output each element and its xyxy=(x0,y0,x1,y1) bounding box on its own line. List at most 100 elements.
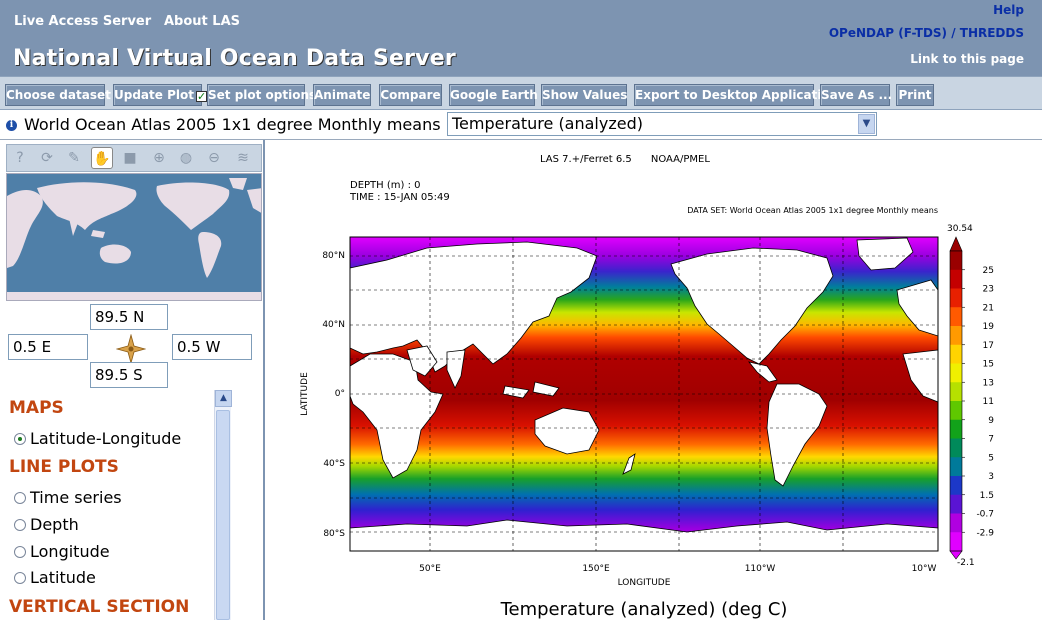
plot-type-latitude[interactable]: Latitude xyxy=(14,568,96,587)
radio-selected-icon[interactable] xyxy=(14,433,26,445)
radio-icon[interactable] xyxy=(14,572,26,584)
colorbar-swatch xyxy=(950,382,962,402)
east-longitude-field[interactable]: 0.5 W xyxy=(172,334,252,360)
radio-icon[interactable] xyxy=(14,492,26,504)
reference-map[interactable] xyxy=(6,173,262,301)
colorbar-max: 30.54 xyxy=(947,224,973,234)
radio-icon[interactable] xyxy=(14,546,26,558)
update-plot-checkbox[interactable]: ✓ xyxy=(195,90,207,103)
time-series-label: Time series xyxy=(30,488,122,507)
compass-icon xyxy=(115,333,147,365)
colorbar-tick-label: 23 xyxy=(983,285,994,295)
zoom-out-icon[interactable]: ⊖ xyxy=(208,150,220,166)
map-frame xyxy=(349,236,939,552)
set-plot-options-button[interactable]: Set plot options xyxy=(207,84,316,106)
show-values-button[interactable]: Show Values xyxy=(541,84,627,106)
radio-icon[interactable] xyxy=(14,519,26,531)
plot-type-latitude-longitude[interactable]: Latitude-Longitude xyxy=(14,429,181,448)
compare-label: Compare xyxy=(380,88,441,102)
print-button[interactable]: Print xyxy=(896,84,934,106)
maps-section-title: MAPS xyxy=(9,398,64,418)
colorbar-swatch xyxy=(950,326,962,346)
zoom-world-icon[interactable]: ◍ xyxy=(179,150,193,166)
colorbar-tick-label: 7 xyxy=(988,435,994,445)
temperature-map-plot: LAS 7.+/Ferret 6.5 NOAA/PMEL DEPTH (m) :… xyxy=(300,154,994,620)
nav-about-las[interactable]: About LAS xyxy=(164,14,241,29)
south-latitude-field[interactable]: 89.5 S xyxy=(90,362,168,388)
colorbar: 25 23 21 19 17 15 13 11 9 7 5 3 1.5 -0.7 -2.9 xyxy=(949,236,994,560)
set-plot-options-label: Set plot options xyxy=(208,88,317,102)
lat-tick: 40°S xyxy=(323,459,345,469)
map-toolbar: ? ⟳ ✎ ✋ ■ ⊕ ◍ ⊖ ≋ xyxy=(6,144,262,172)
x-axis-label: LONGITUDE xyxy=(618,578,671,588)
latitude-label: Latitude xyxy=(30,568,96,587)
google-earth-button[interactable]: Google Earth xyxy=(449,84,538,106)
dataset-name[interactable]: World Ocean Atlas 2005 1x1 degree Monthl… xyxy=(24,115,441,134)
lat-tick: 0° xyxy=(335,389,345,399)
lon-tick: 110°W xyxy=(745,564,776,574)
colorbar-tick-label: 21 xyxy=(983,303,994,313)
header-bar: Live Access Server About LAS National Vi… xyxy=(0,0,1042,76)
update-plot-button[interactable]: Update Plot ✓ xyxy=(113,84,207,106)
colorbar-swatch xyxy=(950,251,962,271)
link-to-page[interactable]: Link to this page xyxy=(910,52,1024,66)
lon-tick: 10°W xyxy=(912,564,937,574)
plot-dataset-label: DATA SET: World Ocean Atlas 2005 1x1 deg… xyxy=(687,206,938,215)
y-axis-label: LATITUDE xyxy=(300,372,310,416)
colorbar-swatch xyxy=(950,513,962,533)
colorbar-swatch xyxy=(950,363,962,383)
nav-live-access-server[interactable]: Live Access Server xyxy=(14,14,152,29)
colorbar-tick-label: 3 xyxy=(988,472,994,482)
save-as-label: Save As ... xyxy=(821,88,893,102)
depth-label: Depth xyxy=(30,515,79,534)
save-as-button[interactable]: Save As ... xyxy=(820,84,893,106)
select-box-icon[interactable]: ■ xyxy=(123,150,137,166)
variable-select[interactable]: Temperature (analyzed) ▼ xyxy=(447,112,877,136)
plot-type-scrollbar[interactable]: ▲ xyxy=(214,390,232,620)
colorbar-swatch xyxy=(950,401,962,421)
lon-tick: 50°E xyxy=(419,564,441,574)
show-values-label: Show Values xyxy=(542,88,628,102)
scroll-up-icon[interactable]: ▲ xyxy=(215,390,232,407)
vertical-section-title: VERTICAL SECTION xyxy=(9,597,190,617)
google-earth-label: Google Earth xyxy=(450,88,538,102)
grab-icon[interactable]: ✋ xyxy=(91,147,113,169)
scroll-thumb[interactable] xyxy=(216,410,230,620)
colorbar-tick-label: 15 xyxy=(983,360,994,370)
colorbar-swatch xyxy=(950,532,962,552)
reference-world-map xyxy=(7,174,261,300)
variable-select-value: Temperature (analyzed) xyxy=(452,114,643,133)
colorbar-max-arrow xyxy=(949,236,963,252)
latitude-ticks: 80°N 40°N 0° 40°S 80°S xyxy=(322,251,345,539)
longitude-label: Longitude xyxy=(30,542,110,561)
zoom-in-icon[interactable]: ⊕ xyxy=(153,150,165,166)
plot-time-label: TIME : 15-JAN 05:49 xyxy=(349,192,450,203)
choose-dataset-button[interactable]: Choose dataset xyxy=(5,84,111,106)
north-latitude-field[interactable]: 89.5 N xyxy=(90,304,168,330)
dataset-row: i World Ocean Atlas 2005 1x1 degree Mont… xyxy=(0,110,1042,140)
reset-icon[interactable]: ⟳ xyxy=(41,150,53,166)
east-longitude-value: 0.5 W xyxy=(177,338,221,356)
plot-type-time-series[interactable]: Time series xyxy=(14,488,122,507)
lon-tick: 150°E xyxy=(582,564,610,574)
animate-label: Animate xyxy=(314,88,371,102)
animate-button[interactable]: Animate xyxy=(313,84,371,106)
layers-icon[interactable]: ≋ xyxy=(237,150,249,166)
help-link[interactable]: Help xyxy=(993,3,1024,17)
compare-button[interactable]: Compare xyxy=(379,84,442,106)
opendap-thredds-link[interactable]: OPeNDAP (F-TDS) / THREDDS xyxy=(828,26,1024,40)
chevron-down-icon[interactable]: ▼ xyxy=(858,114,875,134)
plot-type-depth[interactable]: Depth xyxy=(14,515,79,534)
pan-icon[interactable]: ✎ xyxy=(68,150,80,166)
colorbar-swatch xyxy=(950,288,962,308)
export-desktop-button[interactable]: Export to Desktop Application xyxy=(634,84,838,106)
info-icon[interactable]: i xyxy=(6,120,17,131)
west-longitude-field[interactable]: 0.5 E xyxy=(8,334,88,360)
colorbar-swatch xyxy=(950,457,962,477)
colorbar-tick-label: 13 xyxy=(983,378,994,388)
print-label: Print xyxy=(898,88,932,102)
colorbar-min: -2.1 xyxy=(957,558,975,568)
help-icon[interactable]: ? xyxy=(16,150,24,166)
colorbar-swatch xyxy=(950,476,962,496)
plot-type-longitude[interactable]: Longitude xyxy=(14,542,110,561)
